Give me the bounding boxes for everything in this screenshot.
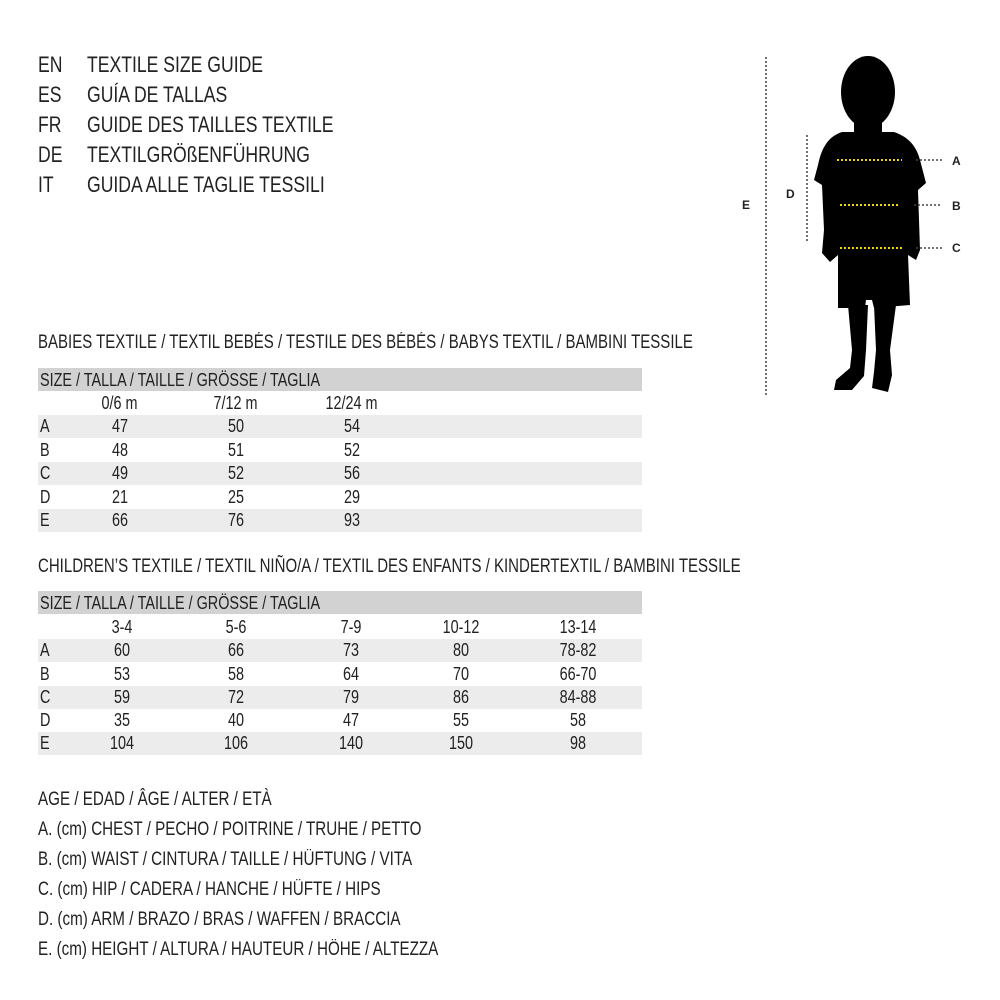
label-c: C xyxy=(952,241,961,255)
column-header: 13-14 xyxy=(559,617,597,637)
table-cell: 52 xyxy=(343,440,361,460)
children-heading: CHILDREN’S TEXTILE / TEXTIL NIÑO/A / TEX… xyxy=(38,556,741,577)
row-label: B xyxy=(40,664,50,684)
table-cell: 84-88 xyxy=(559,687,597,707)
table-cell: 70 xyxy=(452,664,470,684)
table-cell: 54 xyxy=(343,416,361,436)
lang-code: FR xyxy=(38,112,62,137)
table-cell: 66-70 xyxy=(559,664,597,684)
lang-code: IT xyxy=(38,172,54,197)
column-header: 7/12 m xyxy=(213,393,259,413)
lang-title: GUIDE DES TAILLES TEXTILE xyxy=(87,112,334,137)
column-header: 12/24 m xyxy=(325,393,379,413)
column-header: 7-9 xyxy=(340,617,362,637)
table-cell: 140 xyxy=(338,733,364,753)
table-cell: 50 xyxy=(227,416,245,436)
column-header: 10-12 xyxy=(442,617,480,637)
legend-line: C. (cm) HIP / CADERA / HANCHE / HÜFTE / … xyxy=(38,879,381,900)
lang-code: ES xyxy=(38,82,62,107)
table-cell: 53 xyxy=(113,664,131,684)
table-cell: 47 xyxy=(111,416,129,436)
table-cell: 25 xyxy=(227,487,245,507)
table-cell: 60 xyxy=(113,640,131,660)
table-cell: 52 xyxy=(227,463,245,483)
table-cell: 40 xyxy=(227,710,245,730)
table-cell: 106 xyxy=(223,733,249,753)
label-d: D xyxy=(786,187,795,201)
size-header: SIZE / TALLA / TAILLE / GRÖSSE / TAGLIA xyxy=(40,593,321,613)
table-cell: 58 xyxy=(569,710,587,730)
legend-line: B. (cm) WAIST / CINTURA / TAILLE / HÜFTU… xyxy=(38,849,413,870)
legend-line: A. (cm) CHEST / PECHO / POITRINE / TRUHE… xyxy=(38,819,422,840)
legend-line: AGE / EDAD / ÂGE / ALTER / ETÀ xyxy=(38,789,272,810)
table-cell: 98 xyxy=(569,733,587,753)
legend-line: E. (cm) HEIGHT / ALTURA / HAUTEUR / HÖHE… xyxy=(38,939,439,960)
column-header: 5-6 xyxy=(225,617,247,637)
table-cell: 48 xyxy=(111,440,129,460)
child-measurement-figure: A B C D E xyxy=(742,56,961,395)
lang-code: EN xyxy=(38,52,63,77)
legend-line: D. (cm) ARM / BRAZO / BRAS / WAFFEN / BR… xyxy=(38,909,401,930)
row-label: C xyxy=(40,687,51,707)
table-cell: 35 xyxy=(113,710,131,730)
table-cell: 76 xyxy=(227,510,245,530)
label-e: E xyxy=(742,198,750,212)
table-cell: 51 xyxy=(227,440,245,460)
child-silhouette xyxy=(814,56,926,392)
measurement-lines xyxy=(837,159,903,249)
lang-title: GUÍA DE TALLAS xyxy=(87,82,228,107)
label-b: B xyxy=(952,199,961,213)
column-header: 0/6 m xyxy=(101,393,139,413)
table-cell: 59 xyxy=(113,687,131,707)
table-cell: 56 xyxy=(343,463,361,483)
lang-code: DE xyxy=(38,142,63,167)
table-cell: 104 xyxy=(109,733,135,753)
size-header-bar xyxy=(38,368,642,391)
table-cell: 21 xyxy=(111,487,129,507)
table-cell: 55 xyxy=(452,710,470,730)
row-label: A xyxy=(40,640,50,660)
table-cell: 64 xyxy=(342,664,360,684)
table-cell: 72 xyxy=(227,687,245,707)
table-cell: 80 xyxy=(452,640,470,660)
babies-heading: BABIES TEXTILE / TEXTIL BEBÉS / TESTILE … xyxy=(38,332,693,353)
size-header-bar xyxy=(38,591,642,614)
table-cell: 93 xyxy=(343,510,361,530)
lang-title: TEXTILE SIZE GUIDE xyxy=(87,52,264,77)
table-cell: 49 xyxy=(111,463,129,483)
row-label: E xyxy=(40,510,50,530)
lang-title: GUIDA ALLE TAGLIE TESSILI xyxy=(87,172,325,197)
table-cell: 29 xyxy=(343,487,361,507)
row-label: E xyxy=(40,733,50,753)
table-cell: 58 xyxy=(227,664,245,684)
row-label: B xyxy=(40,440,50,460)
row-label: C xyxy=(40,463,51,483)
row-label: D xyxy=(40,710,51,730)
table-cell: 47 xyxy=(342,710,360,730)
table-cell: 79 xyxy=(342,687,360,707)
table-cell: 150 xyxy=(448,733,474,753)
label-a: A xyxy=(952,154,961,168)
row-label: D xyxy=(40,487,51,507)
size-header: SIZE / TALLA / TAILLE / GRÖSSE / TAGLIA xyxy=(40,370,321,390)
lang-title: TEXTILGRÖßENFÜHRUNG xyxy=(87,142,310,167)
row-label: A xyxy=(40,416,50,436)
table-cell: 66 xyxy=(111,510,129,530)
table-cell: 73 xyxy=(342,640,360,660)
table-cell: 86 xyxy=(452,687,470,707)
table-cell: 66 xyxy=(227,640,245,660)
column-header: 3-4 xyxy=(111,617,133,637)
table-cell: 78-82 xyxy=(559,640,597,660)
